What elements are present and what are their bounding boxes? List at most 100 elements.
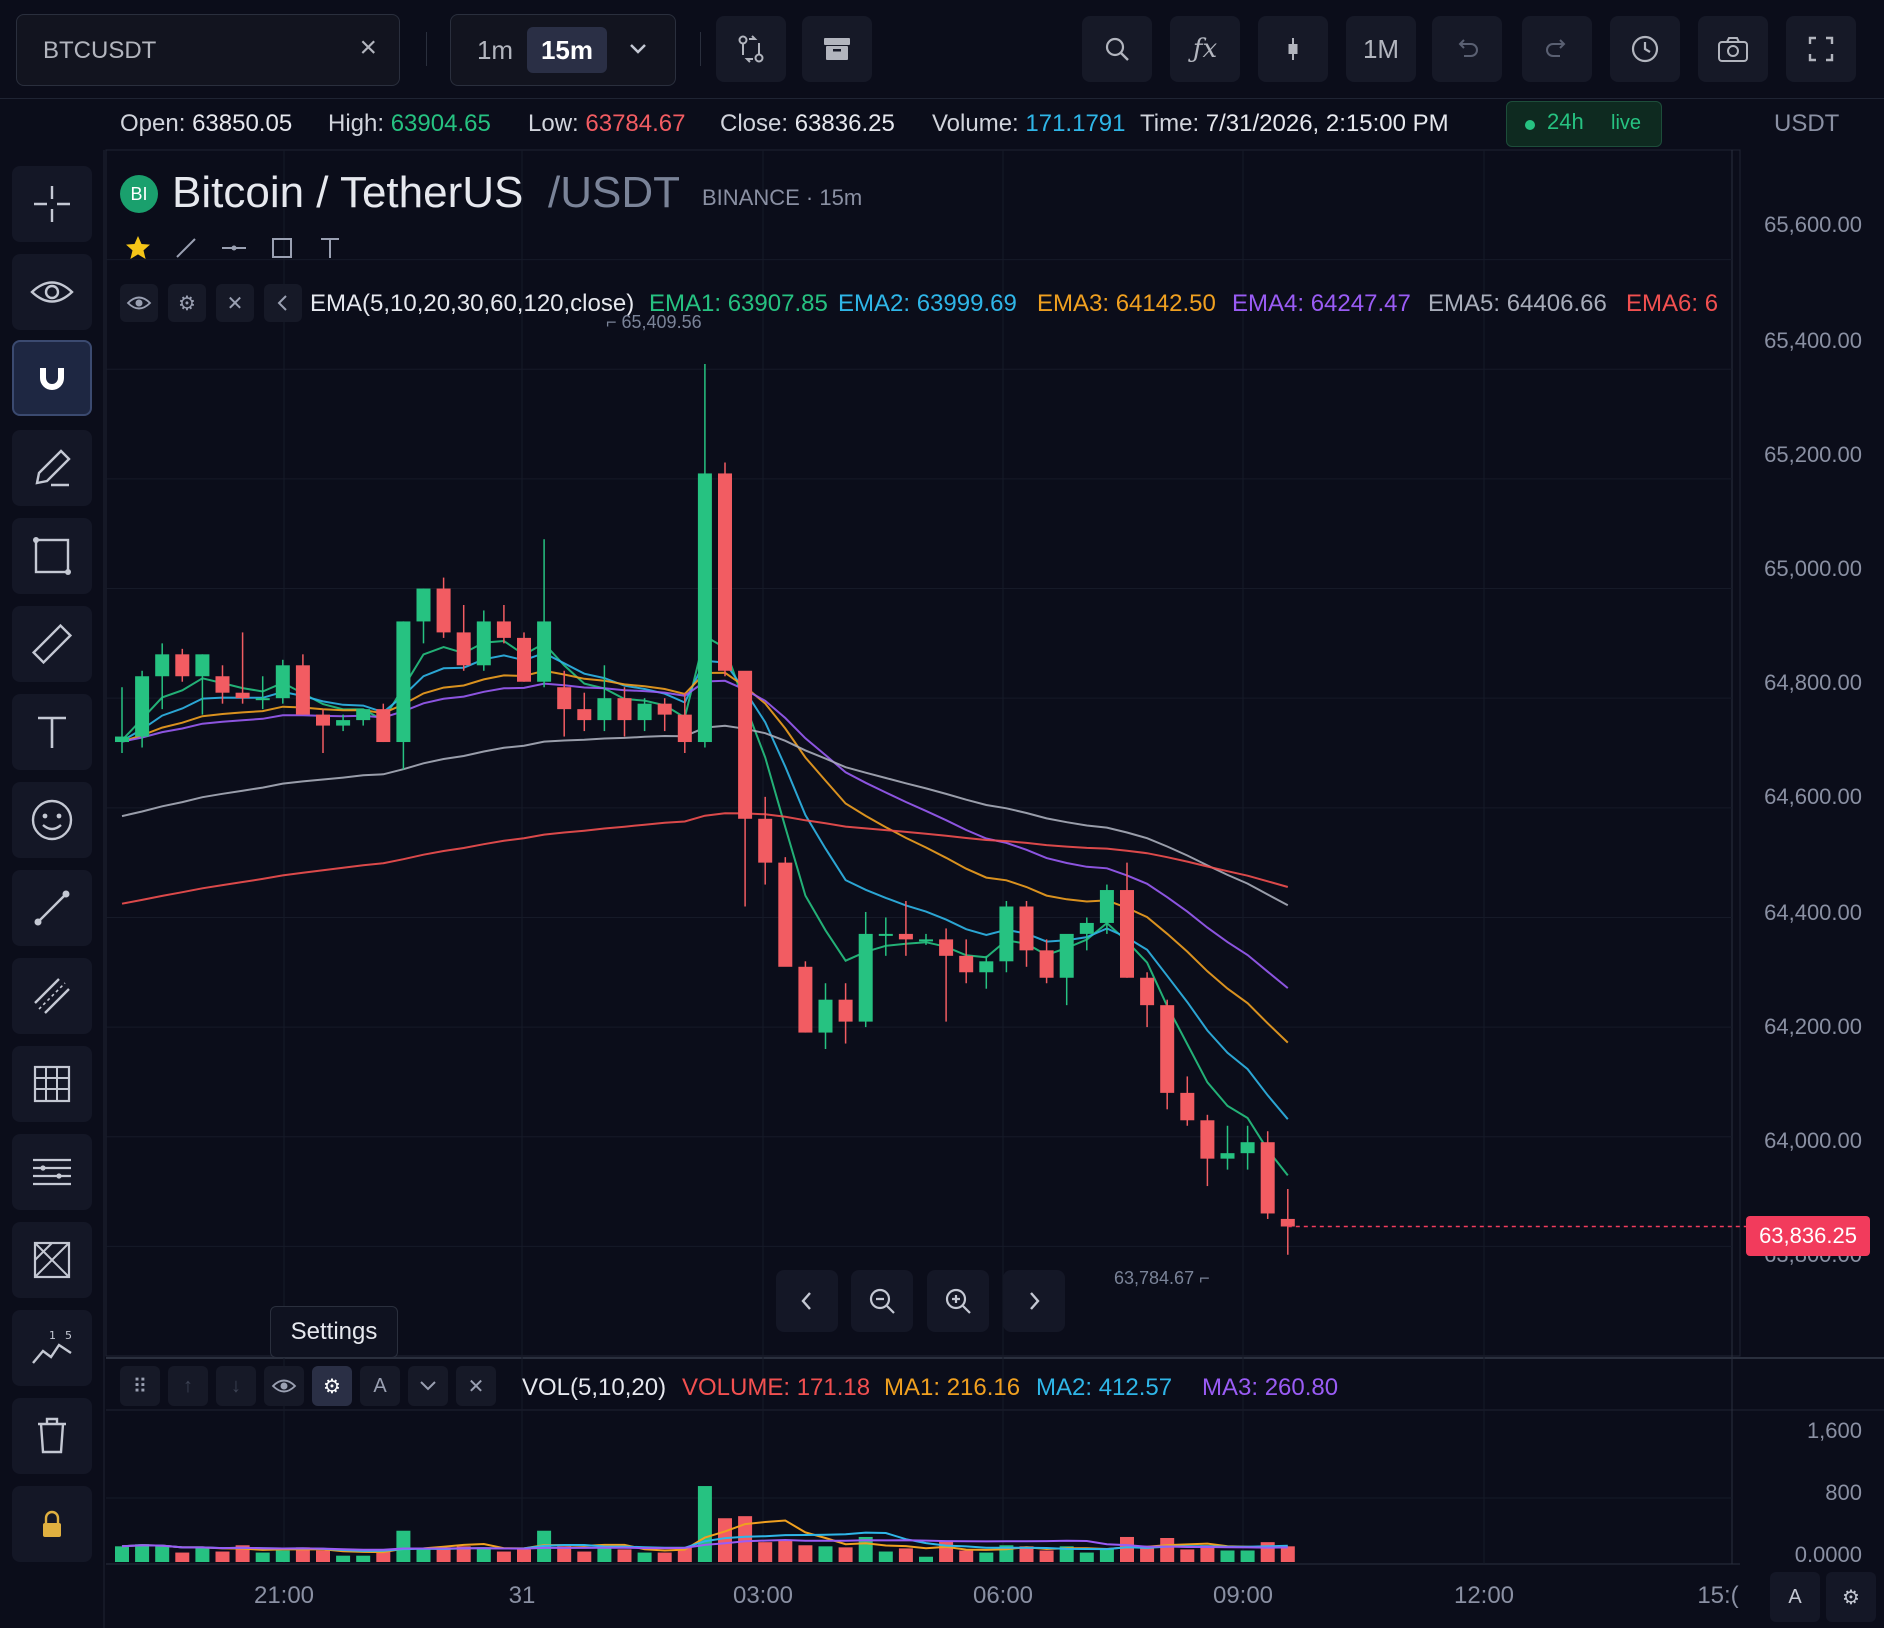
volume-bar: [818, 1546, 833, 1562]
scroll-right-icon[interactable]: [1003, 1270, 1065, 1332]
archive-icon[interactable]: [802, 16, 872, 82]
zoom-out-icon[interactable]: [851, 1270, 913, 1332]
volume-bar: [677, 1547, 692, 1562]
volume-bar: [155, 1546, 170, 1562]
pattern-icon[interactable]: [12, 1222, 92, 1298]
close-icon[interactable]: ✕: [456, 1366, 496, 1406]
ruler-icon[interactable]: [12, 606, 92, 682]
timeframe-15m-button[interactable]: 15m: [527, 27, 607, 73]
search-icon[interactable]: [1082, 16, 1152, 82]
chevron-down-icon[interactable]: [613, 27, 663, 73]
volume-bar: [1120, 1536, 1134, 1562]
redo-icon[interactable]: [1522, 16, 1592, 82]
time-tick: 31: [508, 1582, 536, 1609]
trend-line-icon[interactable]: [12, 870, 92, 946]
gear-icon[interactable]: ⚙: [168, 284, 206, 322]
price-tick: 65,600.00: [1764, 212, 1862, 237]
candle-body: [999, 906, 1014, 962]
top-toolbar: BTCUSDT × 1m 15m ƒx 1M: [0, 0, 1884, 99]
camera-icon[interactable]: [1698, 16, 1768, 82]
candle-body: [758, 818, 773, 863]
candle-type-icon[interactable]: [1258, 16, 1328, 82]
volume-bar: [657, 1552, 672, 1562]
candle-body: [356, 709, 371, 721]
ema3-value: EMA3: 64142.50: [1037, 290, 1216, 317]
volume-bar: [758, 1542, 773, 1562]
rectangle-icon[interactable]: [12, 518, 92, 594]
box-tool-icon[interactable]: [264, 230, 300, 266]
zoom-in-icon[interactable]: [927, 1270, 989, 1332]
candle-body: [959, 955, 974, 973]
grid-icon[interactable]: [12, 1046, 92, 1122]
close-icon[interactable]: ✕: [216, 284, 254, 322]
text-annotation-icon[interactable]: [312, 230, 348, 266]
eye-icon[interactable]: [12, 254, 92, 330]
time-tick: 03:00: [732, 1582, 794, 1609]
text-style-icon[interactable]: A: [360, 1366, 400, 1406]
range-1m-button[interactable]: 1M: [1346, 16, 1416, 82]
candle-body: [1200, 1120, 1215, 1159]
candle-body: [718, 473, 732, 671]
undo-icon[interactable]: [1432, 16, 1502, 82]
gear-icon[interactable]: ⚙: [312, 1366, 352, 1406]
chevron-down-icon[interactable]: [408, 1366, 448, 1406]
vol-tick: 0.0000: [1794, 1542, 1862, 1567]
indicators-fx-icon[interactable]: ƒx: [1170, 16, 1240, 82]
price-axis[interactable]: 65,600.00 65,400.00 65,200.00 65,000.00 …: [1740, 150, 1884, 1350]
compare-icon[interactable]: [716, 16, 786, 82]
fullscreen-icon[interactable]: [1786, 16, 1856, 82]
fib-levels-icon[interactable]: [12, 1134, 92, 1210]
clock-icon[interactable]: [1610, 16, 1680, 82]
volume-bar: [718, 1518, 732, 1562]
star-icon[interactable]: [120, 230, 156, 266]
volume-bar: [637, 1552, 652, 1562]
move-down-icon[interactable]: ↓: [216, 1366, 256, 1406]
candle-body: [979, 961, 994, 973]
scroll-left-icon[interactable]: [776, 1270, 838, 1332]
lock-icon[interactable]: [12, 1486, 92, 1562]
auto-scale-button[interactable]: A: [1770, 1572, 1820, 1622]
candle-body: [476, 621, 491, 666]
time-axis[interactable]: 21:00 31 03:00 06:00 09:00 12:00 15:(: [106, 1566, 1884, 1628]
price-tick: 64,400.00: [1764, 900, 1862, 925]
volume-bar: [979, 1552, 994, 1562]
symbol-text: BTCUSDT: [43, 37, 157, 64]
parallel-channel-icon[interactable]: [12, 958, 92, 1034]
volume-bar: [919, 1556, 933, 1562]
eye-icon[interactable]: [264, 1366, 304, 1406]
candle-body: [1019, 906, 1034, 951]
pencil-icon[interactable]: [12, 430, 92, 506]
price-tick: 64,000.00: [1764, 1128, 1862, 1153]
symbol-search-input[interactable]: BTCUSDT ×: [16, 14, 400, 86]
crosshair-icon[interactable]: [12, 166, 92, 242]
clear-symbol-icon[interactable]: ×: [359, 31, 377, 64]
trash-icon[interactable]: [12, 1398, 92, 1474]
timeframe-1m-button[interactable]: 1m: [476, 35, 514, 65]
gear-icon[interactable]: ⚙: [1826, 1572, 1876, 1622]
vol-ma2-value: MA2: 412.57: [1036, 1374, 1173, 1401]
volume-bar: [517, 1549, 531, 1562]
open-label: Open: 63850.05: [120, 110, 292, 138]
low-value: 63784.67: [585, 110, 686, 137]
drag-handle-icon[interactable]: ⠿: [120, 1366, 160, 1406]
volume-bar: [255, 1552, 270, 1562]
emoji-icon[interactable]: [12, 782, 92, 858]
line-tool-icon[interactable]: [168, 230, 204, 266]
candle-body: [939, 939, 954, 956]
collapse-chevron-icon[interactable]: [264, 284, 302, 322]
magnet-icon[interactable]: [12, 340, 92, 416]
eye-icon[interactable]: [120, 284, 158, 322]
ema2-value: EMA2: 63999.69: [838, 290, 1017, 317]
volume-bar: [496, 1551, 511, 1562]
horizontal-line-icon[interactable]: [216, 230, 252, 266]
live-status-badge[interactable]: 24h live: [1506, 101, 1662, 147]
move-up-icon[interactable]: ↑: [168, 1366, 208, 1406]
close-label: Close: 63836.25: [720, 110, 895, 138]
volume-ma3-line: [121, 1538, 1288, 1551]
plot-border: [105, 149, 1741, 1357]
text-tool-icon[interactable]: [12, 694, 92, 770]
volume-bar: [1140, 1548, 1155, 1562]
